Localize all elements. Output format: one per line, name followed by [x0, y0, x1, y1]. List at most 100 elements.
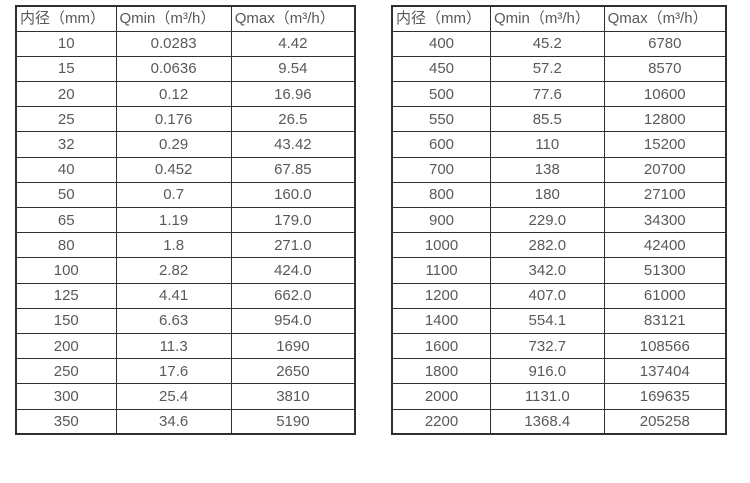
table-cell: 350 [15, 408, 117, 435]
table-cell: 11.3 [115, 332, 232, 360]
table-row: 1200 407.0 61000 [391, 282, 727, 309]
table-cell: 271.0 [230, 232, 356, 259]
table-cell: 550 [391, 106, 492, 133]
table-cell: 51300 [603, 257, 727, 284]
table-cell: 300 [15, 383, 117, 410]
table-cell: 0.0283 [115, 30, 232, 57]
table-cell: 1800 [391, 358, 492, 385]
table-cell: 424.0 [230, 257, 356, 284]
table-cell: 1000 [391, 232, 492, 259]
table-cell: 600 [391, 131, 492, 158]
table-cell: 45.2 [490, 30, 605, 57]
table-cell: 80 [15, 232, 117, 259]
table-cell: 554.1 [490, 307, 605, 334]
table-cell: 10 [15, 30, 117, 57]
table-cell: 282.0 [490, 232, 605, 259]
table-cell: 205258 [603, 408, 727, 435]
table-cell: 50 [15, 181, 117, 209]
table-cell: 450 [391, 55, 492, 83]
table-cell: 342.0 [490, 257, 605, 284]
table-cell: 6.63 [115, 307, 232, 334]
column-header: Qmin（m³/h） [115, 5, 232, 32]
table-cell: 662.0 [230, 282, 356, 309]
table-cell: 1.8 [115, 232, 232, 259]
column-header: Qmax（m³/h） [603, 5, 727, 32]
table-cell: 8570 [603, 55, 727, 83]
column-header: Qmin（m³/h） [490, 5, 605, 32]
table-row: 65 1.19 179.0 [15, 206, 356, 234]
table-cell: 179.0 [230, 206, 356, 234]
table-row: 2000 1131.0 169635 [391, 383, 727, 410]
table-cell: 40 [15, 156, 117, 183]
table-row: 250 17.6 2650 [15, 358, 356, 385]
table-row: 1800 916.0 137404 [391, 358, 727, 385]
table-cell: 0.176 [115, 106, 232, 133]
column-header: 内径（mm） [391, 5, 492, 32]
table-header: 内径（mm） Qmin（m³/h） Qmax（m³/h） [15, 5, 356, 32]
table-row: 50 0.7 160.0 [15, 181, 356, 209]
table-cell: 150 [15, 307, 117, 334]
table-cell: 9.54 [230, 55, 356, 83]
diameter-flow-table-large: 内径（mm） Qmin（m³/h） Qmax（m³/h） 400 45.2 6780 45… [391, 5, 727, 436]
table-cell: 17.6 [115, 358, 232, 385]
column-header: 内径（mm） [15, 5, 117, 32]
table-row: 80 1.8 271.0 [15, 232, 356, 259]
column-header: Qmax（m³/h） [230, 5, 356, 32]
diameter-flow-table-small: 内径（mm） Qmin（m³/h） Qmax（m³/h） 10 0.0283 4.42 1… [15, 5, 356, 436]
table-row: 20 0.12 16.96 [15, 81, 356, 108]
table-header: 内径（mm） Qmin（m³/h） Qmax（m³/h） [391, 5, 727, 32]
table-cell: 61000 [603, 282, 727, 309]
table-row: 400 45.2 6780 [391, 30, 727, 57]
table-cell: 100 [15, 257, 117, 284]
table-cell: 400 [391, 30, 492, 57]
table-cell: 1368.4 [490, 408, 605, 435]
table-cell: 65 [15, 206, 117, 234]
table-cell: 1690 [230, 332, 356, 360]
table-row: 2200 1368.4 205258 [391, 408, 727, 435]
table-cell: 900 [391, 206, 492, 234]
table-cell: 25 [15, 106, 117, 133]
table-cell: 10600 [603, 81, 727, 108]
table-cell: 0.29 [115, 131, 232, 158]
header-row: 内径（mm） Qmin（m³/h） Qmax（m³/h） [391, 5, 727, 32]
table-cell: 43.42 [230, 131, 356, 158]
table-row: 1400 554.1 83121 [391, 307, 727, 334]
table-cell: 229.0 [490, 206, 605, 234]
table-row: 700 138 20700 [391, 156, 727, 183]
table-cell: 83121 [603, 307, 727, 334]
table-cell: 2650 [230, 358, 356, 385]
table-cell: 12800 [603, 106, 727, 133]
table-cell: 110 [490, 131, 605, 158]
table-cell: 916.0 [490, 358, 605, 385]
table-cell: 20700 [603, 156, 727, 183]
table-cell: 138 [490, 156, 605, 183]
table-cell: 160.0 [230, 181, 356, 209]
table-cell: 125 [15, 282, 117, 309]
table-row: 450 57.2 8570 [391, 55, 727, 83]
table-cell: 800 [391, 181, 492, 209]
table-cell: 3810 [230, 383, 356, 410]
table-cell: 42400 [603, 232, 727, 259]
table-row: 1100 342.0 51300 [391, 257, 727, 284]
header-row: 内径（mm） Qmin（m³/h） Qmax（m³/h） [15, 5, 356, 32]
table-body: 400 45.2 6780 450 57.2 8570 500 77.6 10600 550 85.… [391, 30, 727, 435]
table-row: 100 2.82 424.0 [15, 257, 356, 284]
table-row: 300 25.4 3810 [15, 383, 356, 410]
table-cell: 4.42 [230, 30, 356, 57]
table-cell: 954.0 [230, 307, 356, 334]
table-row: 600 110 15200 [391, 131, 727, 158]
table-cell: 15 [15, 55, 117, 83]
table-cell: 67.85 [230, 156, 356, 183]
page: 内径（mm） Qmin（m³/h） Qmax（m³/h） 10 0.0283 4.42 1… [15, 5, 727, 436]
table-row: 15 0.0636 9.54 [15, 55, 356, 83]
table-cell: 1600 [391, 332, 492, 360]
table-cell: 57.2 [490, 55, 605, 83]
table-cell: 732.7 [490, 332, 605, 360]
table-cell: 32 [15, 131, 117, 158]
table-cell: 0.12 [115, 81, 232, 108]
table-cell: 1400 [391, 307, 492, 334]
table-cell: 180 [490, 181, 605, 209]
table-cell: 2000 [391, 383, 492, 410]
table-cell: 0.452 [115, 156, 232, 183]
table-row: 1600 732.7 108566 [391, 332, 727, 360]
